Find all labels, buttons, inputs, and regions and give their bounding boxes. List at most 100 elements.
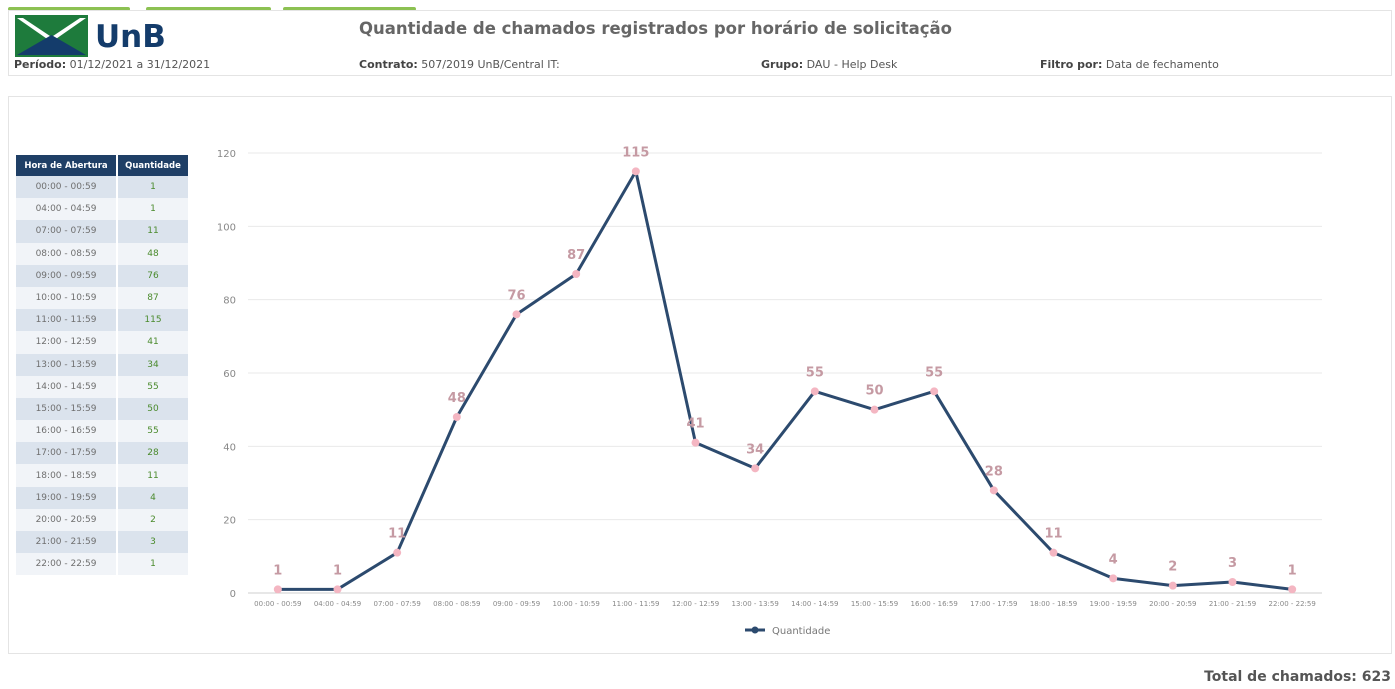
data-label: 11 — [388, 527, 406, 542]
data-point — [810, 387, 819, 396]
hora-cell: 21:00 - 21:59 — [16, 531, 117, 554]
quantidade-cell: 28 — [116, 442, 188, 465]
table-row: 16:00 - 16:59 55 — [16, 420, 188, 443]
data-point — [870, 405, 879, 414]
hora-cell: 17:00 - 17:59 — [16, 442, 117, 465]
data-label: 28 — [985, 464, 1003, 479]
hora-cell: 07:00 - 07:59 — [16, 220, 117, 243]
table-row: 18:00 - 18:59 11 — [16, 464, 188, 487]
hora-cell: 13:00 - 13:59 — [16, 353, 117, 376]
data-label: 3 — [1228, 556, 1237, 571]
quantidade-cell: 50 — [116, 397, 188, 421]
table-row: 22:00 - 22:59 1 — [16, 553, 188, 576]
table-row: 08:00 - 08:59 48 — [16, 242, 188, 265]
table-row: 21:00 - 21:59 3 — [16, 531, 188, 554]
table-row: 17:00 - 17:59 28 — [16, 442, 188, 465]
table-row: 14:00 - 14:59 55 — [16, 375, 188, 398]
top-tab-1[interactable] — [8, 7, 130, 11]
data-point — [572, 270, 581, 278]
data-label: 41 — [686, 417, 704, 432]
data-label: 11 — [1044, 527, 1062, 542]
hora-cell: 04:00 - 04:59 — [16, 198, 117, 221]
data-label: 115 — [622, 145, 649, 160]
data-point — [1288, 585, 1297, 594]
y-tick-label: 100 — [217, 222, 236, 233]
hora-cell: 11:00 - 11:59 — [16, 309, 117, 332]
legend-label: Quantidade — [772, 626, 830, 637]
table-row: 07:00 - 07:59 11 — [16, 220, 188, 243]
quantidade-cell: 11 — [116, 464, 188, 487]
data-point — [631, 167, 640, 176]
grupo-label: Grupo: — [761, 58, 804, 71]
quantidade-cell: 1 — [116, 176, 188, 199]
x-tick-label: 11:00 - 11:59 — [612, 600, 659, 608]
x-tick-label: 22:00 - 22:59 — [1269, 600, 1316, 608]
hora-cell: 08:00 - 08:59 — [16, 242, 117, 265]
x-tick-label: 14:00 - 14:59 — [791, 600, 838, 608]
quantidade-cell: 55 — [116, 420, 188, 443]
hora-cell: 10:00 - 10:59 — [16, 286, 117, 310]
x-tick-label: 15:00 - 15:59 — [851, 600, 898, 608]
contrato-field: Contrato: 507/2019 UnB/Central IT: — [359, 58, 560, 71]
data-point — [393, 548, 402, 557]
periodo-value: 01/12/2021 a 31/12/2021 — [69, 58, 211, 71]
y-tick-label: 80 — [223, 296, 236, 307]
chart-panel — [8, 96, 1392, 654]
data-label: 55 — [925, 365, 943, 380]
total-chamados: Total de chamados: 623 — [1204, 669, 1391, 685]
data-label: 2 — [1168, 560, 1177, 575]
data-label: 76 — [507, 288, 525, 303]
data-point — [751, 464, 760, 473]
x-tick-label: 10:00 - 10:59 — [553, 600, 600, 608]
col-hora-header[interactable]: Hora de Abertura — [16, 155, 117, 176]
filtro-label: Filtro por: — [1040, 58, 1103, 71]
quantidade-cell: 87 — [116, 286, 188, 310]
contrato-label: Contrato: — [359, 58, 418, 71]
hours-table: Hora de Abertura Quantidade 00:00 - 00:5… — [16, 155, 188, 576]
table-row: 11:00 - 11:59 115 — [16, 309, 188, 332]
hora-cell: 15:00 - 15:59 — [16, 397, 117, 421]
x-tick-label: 04:00 - 04:59 — [314, 600, 361, 608]
data-label: 55 — [806, 365, 824, 380]
data-point — [1109, 574, 1118, 583]
report-title: Quantidade de chamados registrados por h… — [359, 19, 953, 38]
data-point — [452, 413, 461, 421]
hora-cell: 19:00 - 19:59 — [16, 486, 117, 509]
y-tick-label: 0 — [230, 589, 236, 600]
grupo-value: DAU - Help Desk — [806, 58, 898, 71]
x-tick-label: 16:00 - 16:59 — [911, 600, 958, 608]
data-point — [512, 310, 521, 319]
y-tick-label: 120 — [217, 149, 236, 160]
top-tab-3[interactable] — [283, 7, 416, 11]
table-row: 13:00 - 13:59 34 — [16, 353, 188, 376]
data-point — [989, 486, 998, 495]
quantidade-cell: 41 — [116, 331, 188, 354]
y-tick-label: 60 — [223, 369, 236, 380]
x-tick-label: 12:00 - 12:59 — [672, 600, 719, 608]
hours-table-body: 00:00 - 00:59 1 04:00 - 04:59 1 07:00 - 07:5… — [16, 176, 188, 576]
data-label: 48 — [448, 391, 466, 406]
hora-cell: 14:00 - 14:59 — [16, 375, 117, 398]
data-label: 50 — [865, 384, 883, 399]
logo-text: UnB — [95, 19, 166, 55]
table-row: 15:00 - 15:59 50 — [16, 397, 188, 421]
table-row: 12:00 - 12:59 41 — [16, 331, 188, 354]
hora-cell: 09:00 - 09:59 — [16, 264, 117, 287]
quantidade-cell: 1 — [116, 198, 188, 221]
x-tick-label: 07:00 - 07:59 — [374, 600, 421, 608]
x-tick-label: 17:00 - 17:59 — [970, 600, 1017, 608]
filtro-field: Filtro por: Data de fechamento — [1040, 58, 1219, 71]
periodo-label: Período: — [14, 58, 67, 71]
series-line-quantidade — [277, 169, 1293, 591]
x-tick-label: 09:00 - 09:59 — [493, 600, 540, 608]
unb-flag-icon — [15, 15, 88, 57]
quantidade-cell: 34 — [116, 353, 188, 376]
data-point — [1168, 581, 1177, 590]
hora-cell: 18:00 - 18:59 — [16, 464, 117, 487]
data-point — [1049, 548, 1058, 557]
table-row: 00:00 - 00:59 1 — [16, 176, 188, 199]
hora-cell: 00:00 - 00:59 — [16, 176, 117, 199]
x-tick-label: 08:00 - 08:59 — [433, 600, 480, 608]
col-quantidade-header[interactable]: Quantidade — [116, 155, 188, 176]
top-tab-2[interactable] — [146, 7, 271, 11]
